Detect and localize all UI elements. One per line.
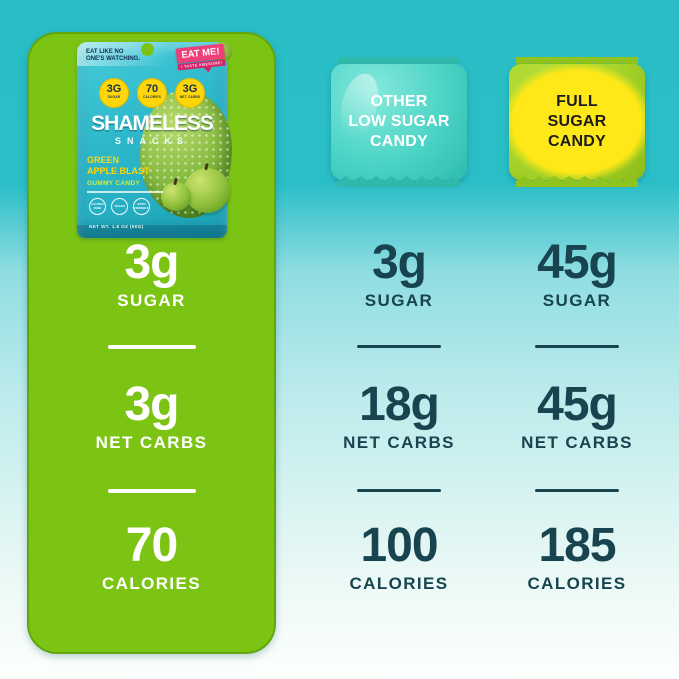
other-low-sugar-candy-bag: OTHER LOW SUGAR CANDY — [331, 57, 467, 187]
divider — [535, 489, 619, 492]
divider — [357, 489, 441, 492]
diet-badges: GLUTEN FREE VEGAN KETO FRIENDLY — [89, 198, 150, 215]
bag-label-line2: LOW SUGAR — [348, 113, 450, 130]
bag-seal-bottom — [516, 176, 638, 187]
bag-label-line1: OTHER — [370, 93, 428, 110]
bag-label-line1: FULL — [556, 93, 598, 110]
stat-value: 70 — [125, 519, 178, 572]
bag-hang-hole — [141, 43, 154, 56]
hero-stat-calories: 70 CALORIES — [27, 519, 276, 594]
low-sugar-stat-calories: 100 CALORIES — [310, 519, 488, 594]
nutrition-pill-sugar: 3G SUGAR — [99, 78, 129, 108]
pill-value: 3G — [182, 83, 198, 95]
fine-print-line — [87, 190, 163, 193]
stat-label: NET CARBS — [343, 432, 455, 452]
eat-me-badge: EAT ME! I TASTE AWESOME! — [175, 43, 226, 76]
bag-seal-bottom — [338, 176, 460, 187]
net-weight-text: NET WT. 1.8 OZ (50G) — [89, 224, 144, 229]
product-type: GUMMY CANDY — [87, 179, 141, 187]
pill-label: SUGAR — [107, 95, 121, 99]
stat-value: 185 — [538, 519, 616, 572]
flavor-block: GREEN APPLE BLAST GUMMY CANDY — [87, 155, 163, 193]
pill-label: NET CARBS — [179, 95, 201, 99]
pill-value: 3G — [106, 83, 122, 95]
stat-value: 100 — [360, 519, 438, 572]
brand-logo-subtext: SNACKS — [114, 136, 189, 146]
stat-label: NET CARBS — [95, 432, 208, 452]
stat-value: 18g — [359, 378, 440, 431]
stat-value: 3g — [124, 236, 179, 289]
stat-label: NET CARBS — [521, 432, 633, 452]
nutrition-pill-calories: 70 CALORIES — [137, 78, 167, 108]
nutrition-pill-net-carbs: 3G NET CARBS — [175, 78, 205, 108]
flavor-line1: GREEN — [87, 155, 120, 165]
pill-label: CALORIES — [142, 95, 162, 99]
bag-label-line2: SUGAR — [547, 113, 607, 130]
bag-label-line3: CANDY — [370, 133, 428, 150]
vegan-badge: VEGAN — [111, 198, 128, 215]
stat-label: SUGAR — [117, 290, 186, 310]
bag-label: OTHER LOW SUGAR CANDY — [331, 68, 467, 176]
full-sugar-stat-net-carbs: 45g NET CARBS — [488, 378, 666, 453]
stat-label: CALORIES — [349, 573, 449, 593]
keto-friendly-badge: KETO FRIENDLY — [133, 198, 150, 215]
stat-label: SUGAR — [542, 290, 612, 310]
bag-tagline-line2: ONE'S WATCHING. — [86, 56, 140, 63]
hero-stat-sugar: 3g SUGAR — [27, 236, 276, 311]
gluten-free-badge: GLUTEN FREE — [89, 198, 106, 215]
stat-label: CALORIES — [527, 573, 627, 593]
stat-value: 45g — [537, 236, 618, 289]
divider — [107, 489, 196, 493]
bag-tagline-line1: EAT LIKE NO — [86, 49, 124, 55]
brand-logo-text: SHAMELESS — [91, 112, 214, 135]
apple-image — [184, 168, 230, 213]
apple-image — [161, 182, 191, 211]
hero-column: EAT LIKE NO ONE'S WATCHING. EAT ME! I TA… — [27, 0, 276, 679]
full-sugar-stat-sugar: 45g SUGAR — [488, 236, 666, 311]
hero-stat-net-carbs: 3g NET CARBS — [27, 378, 276, 453]
pill-value: 70 — [145, 83, 159, 95]
divider — [357, 345, 441, 348]
bag-body — [509, 64, 645, 180]
stat-label: SUGAR — [364, 290, 434, 310]
stat-value: 3g — [371, 236, 427, 289]
full-sugar-stat-calories: 185 CALORIES — [488, 519, 666, 594]
bag-label: FULL SUGAR CANDY — [509, 68, 645, 176]
eat-me-badge-tail — [203, 66, 212, 73]
low-sugar-stat-sugar: 3g SUGAR — [310, 236, 488, 311]
bag-seal-top — [338, 57, 460, 68]
bag-tagline: EAT LIKE NO ONE'S WATCHING. — [86, 49, 140, 63]
divider — [535, 345, 619, 348]
stat-value: 45g — [537, 378, 618, 431]
bag-body — [331, 64, 467, 180]
divider — [107, 345, 196, 349]
flavor-line2: APPLE BLAST — [87, 166, 150, 177]
shameless-product-bag: EAT LIKE NO ONE'S WATCHING. EAT ME! I TA… — [77, 42, 232, 238]
stat-value: 3g — [124, 378, 179, 431]
full-sugar-candy-column: FULL SUGAR CANDY 45g SUGAR 45g NET CARBS… — [488, 0, 666, 679]
stat-label: CALORIES — [101, 573, 202, 593]
bag-seal-top — [516, 57, 638, 68]
low-sugar-stat-net-carbs: 18g NET CARBS — [310, 378, 488, 453]
bag-label-line3: CANDY — [548, 133, 606, 150]
low-sugar-candy-column: OTHER LOW SUGAR CANDY 3g SUGAR 18g NET C… — [310, 0, 488, 679]
full-sugar-candy-bag: FULL SUGAR CANDY — [509, 57, 645, 187]
